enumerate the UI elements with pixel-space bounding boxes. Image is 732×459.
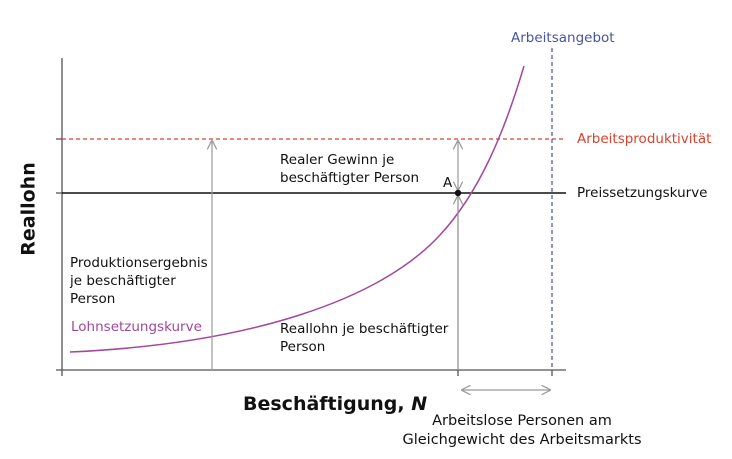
unemployed-annotation: Arbeitslose Personen am Gleichgewicht de… (402, 413, 642, 448)
x-axis-title: Beschäftigung, N (243, 393, 427, 415)
output-annotation: Produktionsergebnis je beschäftigter Per… (70, 255, 208, 307)
labor-supply-label: Arbeitsangebot (511, 30, 615, 46)
wage-setting-curve (69, 65, 525, 353)
x-axis-title-text: Beschäftigung, (243, 393, 412, 415)
price-setting-label: Preissetzungskurve (577, 185, 708, 201)
productivity-label: Arbeitsproduktivität (577, 131, 712, 147)
wage-setting-label: Lohnsetzungskurve (71, 319, 202, 335)
real-wage-annotation: Reallohn je beschäftigter Person (280, 321, 449, 355)
point-a-label: A (443, 175, 453, 191)
y-axis-title: Reallohn (17, 162, 40, 256)
x-axis-title-var: N (411, 393, 428, 415)
equilibrium-point (454, 189, 462, 197)
real-profit-annotation: Realer Gewinn je beschäftigter Person (280, 152, 420, 186)
